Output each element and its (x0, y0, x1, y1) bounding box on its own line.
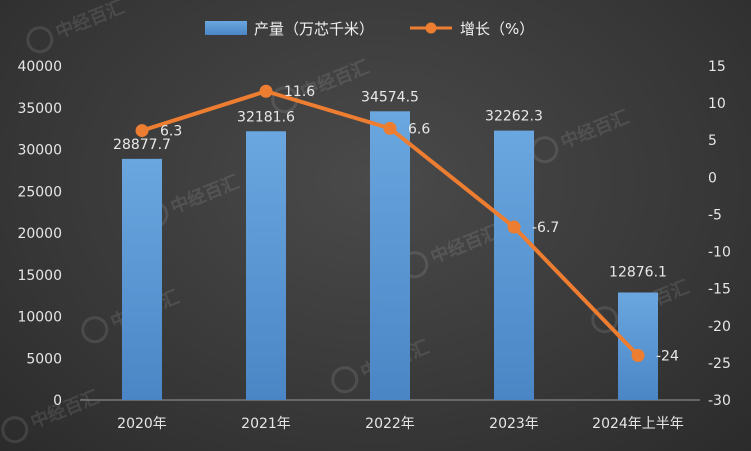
watermark-logo-icon (591, 306, 619, 334)
line-series (135, 84, 645, 362)
growth-value-label: 6.6 (408, 121, 430, 137)
bar (494, 130, 534, 400)
bar (618, 292, 658, 400)
bar-value-label: 12876.1 (609, 264, 667, 280)
x-axis-tick-label: 2022年 (365, 416, 415, 432)
watermark-logo-icon (331, 366, 359, 394)
bar (370, 111, 410, 401)
growth-point (507, 220, 521, 234)
right-axis-tick-label: -25 (708, 356, 731, 372)
growth-point (135, 124, 149, 138)
watermark: 中经百汇 (401, 221, 502, 279)
bar-value-label: 32262.3 (485, 109, 543, 125)
watermark-text: 中经百汇 (52, 0, 127, 43)
watermark-text: 中经百汇 (167, 171, 242, 218)
legend-bar-swatch (205, 21, 247, 35)
right-axis-tick-label: 0 (708, 170, 717, 186)
left-axis-tick-label: 5000 (26, 351, 62, 367)
left-axis-tick-label: 15000 (17, 268, 62, 284)
right-axis-tick-label: -10 (708, 245, 731, 261)
growth-point (631, 348, 645, 362)
watermark-logo-icon (271, 86, 299, 114)
watermark-text: 中经百汇 (557, 106, 632, 153)
right-axis-tick-label: -15 (708, 282, 731, 298)
x-axis-tick-label: 2023年 (489, 416, 539, 432)
growth-point (383, 121, 397, 135)
watermark: 中经百汇 (531, 106, 632, 164)
bar (246, 131, 286, 401)
x-axis-tick-label: 2020年 (117, 416, 167, 432)
right-y-axis: -30 -25 -20 -15 -10 -5 0 5 10 15 (708, 59, 731, 409)
watermark-layer: 中经百汇中经百汇中经百汇中经百汇中经百汇中经百汇中经百汇中经百汇中经百汇 (1, 0, 692, 444)
left-axis-tick-label: 30000 (17, 143, 62, 159)
watermark: 中经百汇 (26, 0, 127, 54)
left-y-axis: 0 5000 10000 15000 20000 25000 30000 35000 40000 (17, 59, 62, 409)
growth-value-label: 11.6 (284, 84, 315, 100)
left-axis-tick-label: 0 (53, 393, 62, 409)
left-axis-tick-label: 20000 (17, 226, 62, 242)
bar-value-label: 32181.6 (237, 109, 295, 125)
watermark-logo-icon (26, 26, 54, 54)
left-axis-tick-label: 35000 (17, 101, 62, 117)
growth-value-label: 6.3 (160, 124, 182, 140)
right-axis-tick-label: -20 (708, 319, 731, 335)
bar-value-label: 28877.7 (113, 137, 171, 153)
right-axis-tick-label: 15 (708, 59, 726, 75)
right-axis-tick-label: 10 (708, 96, 726, 112)
legend-line-label: 增长（%） (460, 20, 534, 38)
legend-bar-label: 产量（万芯千米） (254, 20, 374, 38)
watermark-text: 中经百汇 (427, 221, 502, 268)
legend: 产量（万芯千米） 增长（%） (205, 20, 534, 38)
growth-value-label: -6.7 (532, 220, 559, 236)
legend-line-marker (425, 22, 437, 34)
right-axis-tick-label: 5 (708, 133, 717, 149)
right-axis-tick-label: -30 (708, 393, 731, 409)
bar (122, 158, 162, 400)
watermark-logo-icon (1, 416, 29, 444)
growth-point (259, 84, 273, 98)
x-axis-tick-label: 2024年上半年 (592, 416, 684, 432)
bar-series (122, 111, 658, 401)
x-axis-tick-label: 2021年 (241, 416, 291, 432)
growth-value-label: -24 (656, 348, 679, 364)
watermark-text: 中经百汇 (27, 386, 102, 433)
data-labels: 28877.7 32181.6 34574.5 32262.3 12876.1 6.3 11… (113, 84, 679, 364)
watermark: 中经百汇 (1, 386, 102, 444)
x-axis: 2020年 2021年 2022年 2023年 2024年上半年 (80, 399, 700, 432)
left-axis-tick-label: 40000 (17, 59, 62, 75)
watermark-logo-icon (81, 316, 109, 344)
left-axis-tick-label: 10000 (17, 310, 62, 326)
right-axis-tick-label: -5 (708, 207, 722, 223)
bar-value-label: 34574.5 (361, 89, 419, 105)
left-axis-tick-label: 25000 (17, 184, 62, 200)
